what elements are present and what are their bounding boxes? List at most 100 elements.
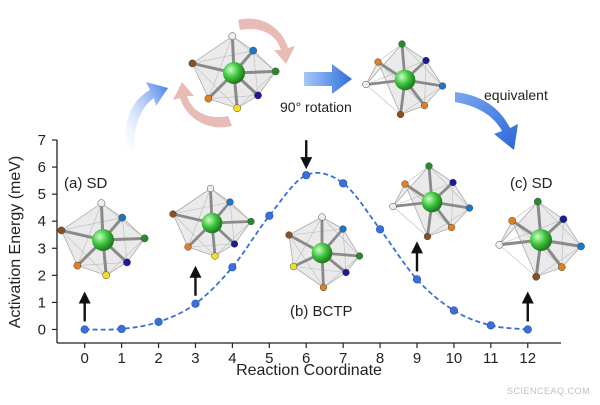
x-axis-label: Reaction Coordinate [236, 362, 382, 379]
polyhedron-edge [377, 43, 403, 63]
ligand-atom [230, 240, 239, 248]
label-a-sd: (a) SD [64, 175, 108, 192]
data-point [523, 325, 532, 334]
polyhedron-edge [214, 221, 252, 257]
polyhedron-edge [293, 216, 323, 267]
molecule-state-3 [169, 184, 255, 260]
polyhedron-edge [499, 244, 537, 278]
ligand-atom [118, 213, 127, 222]
x-axis-ticks: 0 1 2 3 4 5 6 7 8 9 10 11 12 [81, 343, 536, 367]
polyhedron-edge [392, 206, 428, 237]
polyhedron-edge [172, 201, 231, 215]
polyhedron-edge [236, 71, 276, 109]
ligand-atom [97, 199, 106, 208]
y-tick-label: 2 [38, 267, 46, 284]
state-arrows [78, 140, 534, 322]
center-atom [92, 229, 114, 251]
polyhedron-edge [105, 238, 145, 276]
ligand-atom [389, 202, 397, 211]
ligand-atom [206, 184, 215, 193]
center-atom [223, 62, 245, 84]
y-axis-label: Activation Energy (meV) [7, 156, 24, 329]
x-tick-label: 1 [117, 350, 125, 367]
process-arrows [125, 18, 518, 152]
y-tick-label: 0 [38, 321, 46, 338]
rotation-label: 90° rotation [280, 99, 352, 115]
ligand-atom [318, 213, 326, 221]
ligand-atom [204, 94, 213, 103]
x-tick-label: 2 [154, 350, 162, 367]
ligand-atom [247, 217, 255, 226]
ligand-atom [254, 91, 262, 100]
equivalent-label: equivalent [484, 87, 548, 103]
polyhedron-edge [61, 230, 107, 276]
ligand-atom [184, 243, 192, 251]
polyhedron-edge [512, 201, 538, 222]
data-point [228, 263, 237, 272]
ligand-atom [249, 46, 258, 55]
y-tick-label: 6 [38, 159, 46, 176]
center-atom [201, 212, 223, 234]
ligand-atom [362, 80, 370, 89]
ligand-atom [285, 231, 293, 239]
data-point [191, 299, 200, 308]
polyhedron-edge [77, 203, 102, 266]
polyhedron-edge [208, 95, 259, 99]
ligand-atom [577, 242, 585, 251]
polyhedron-edge [172, 213, 216, 257]
ligand-atom [188, 59, 197, 68]
data-point [375, 225, 385, 234]
data-point [412, 275, 422, 284]
x-tick-label: 10 [446, 350, 463, 367]
y-tick-label: 3 [38, 240, 46, 257]
y-tick-label: 4 [38, 213, 46, 230]
plot-frame [56, 140, 561, 344]
ligand-atom [228, 32, 237, 41]
rotation-circular-arrow-top [238, 18, 295, 64]
ligand-atom [396, 110, 405, 119]
data-point [117, 324, 126, 334]
rotation-circular-arrow-bottom [173, 82, 232, 128]
ligand-atom [226, 198, 234, 206]
polyhedron-edge [321, 216, 360, 257]
x-tick-label: 6 [302, 350, 310, 367]
y-tick-label: 1 [38, 294, 46, 311]
x-tick-label: 0 [81, 350, 89, 367]
x-tick-label: 5 [265, 350, 273, 367]
ligand-atom [532, 272, 541, 281]
label-c-sd: (c) SD [510, 175, 553, 192]
x-tick-label: 12 [519, 350, 536, 367]
watermark: SCIENCEAQ.COM [507, 386, 590, 396]
ligand-atom [438, 82, 447, 90]
ligand-atom [559, 215, 568, 224]
ligand-atom [140, 234, 149, 243]
ligand-atom [211, 252, 219, 260]
polyhedron-edge [192, 50, 254, 64]
polyhedron-edge [187, 188, 211, 248]
polyhedron-edge [208, 36, 233, 99]
x-tick-label: 3 [191, 350, 199, 367]
ligand-atom [73, 261, 82, 270]
ligand-atom [465, 204, 474, 212]
ligand-atom [533, 197, 542, 206]
ligand-atom [233, 104, 242, 113]
ligand-atom [449, 178, 457, 187]
ligand-atom [495, 240, 504, 249]
center-atom [530, 229, 552, 251]
polyhedron-edge [404, 165, 430, 185]
x-tick-label: 7 [339, 350, 347, 367]
ligand-atom [319, 283, 328, 292]
polyhedron-edge [288, 228, 344, 236]
y-axis-ticks: 0 1 2 3 4 5 6 7 [38, 132, 57, 338]
x-tick-label: 11 [483, 350, 499, 367]
ligand-atom [420, 101, 429, 110]
ligand-atom [423, 232, 432, 241]
center-atom [311, 242, 333, 264]
ligand-atom [342, 268, 350, 277]
polyhedron-edge [342, 228, 347, 273]
polyhedron-edge [187, 243, 235, 248]
ligand-atom [508, 216, 517, 225]
ligand-atom [557, 263, 566, 272]
ligand-atom [271, 67, 280, 76]
